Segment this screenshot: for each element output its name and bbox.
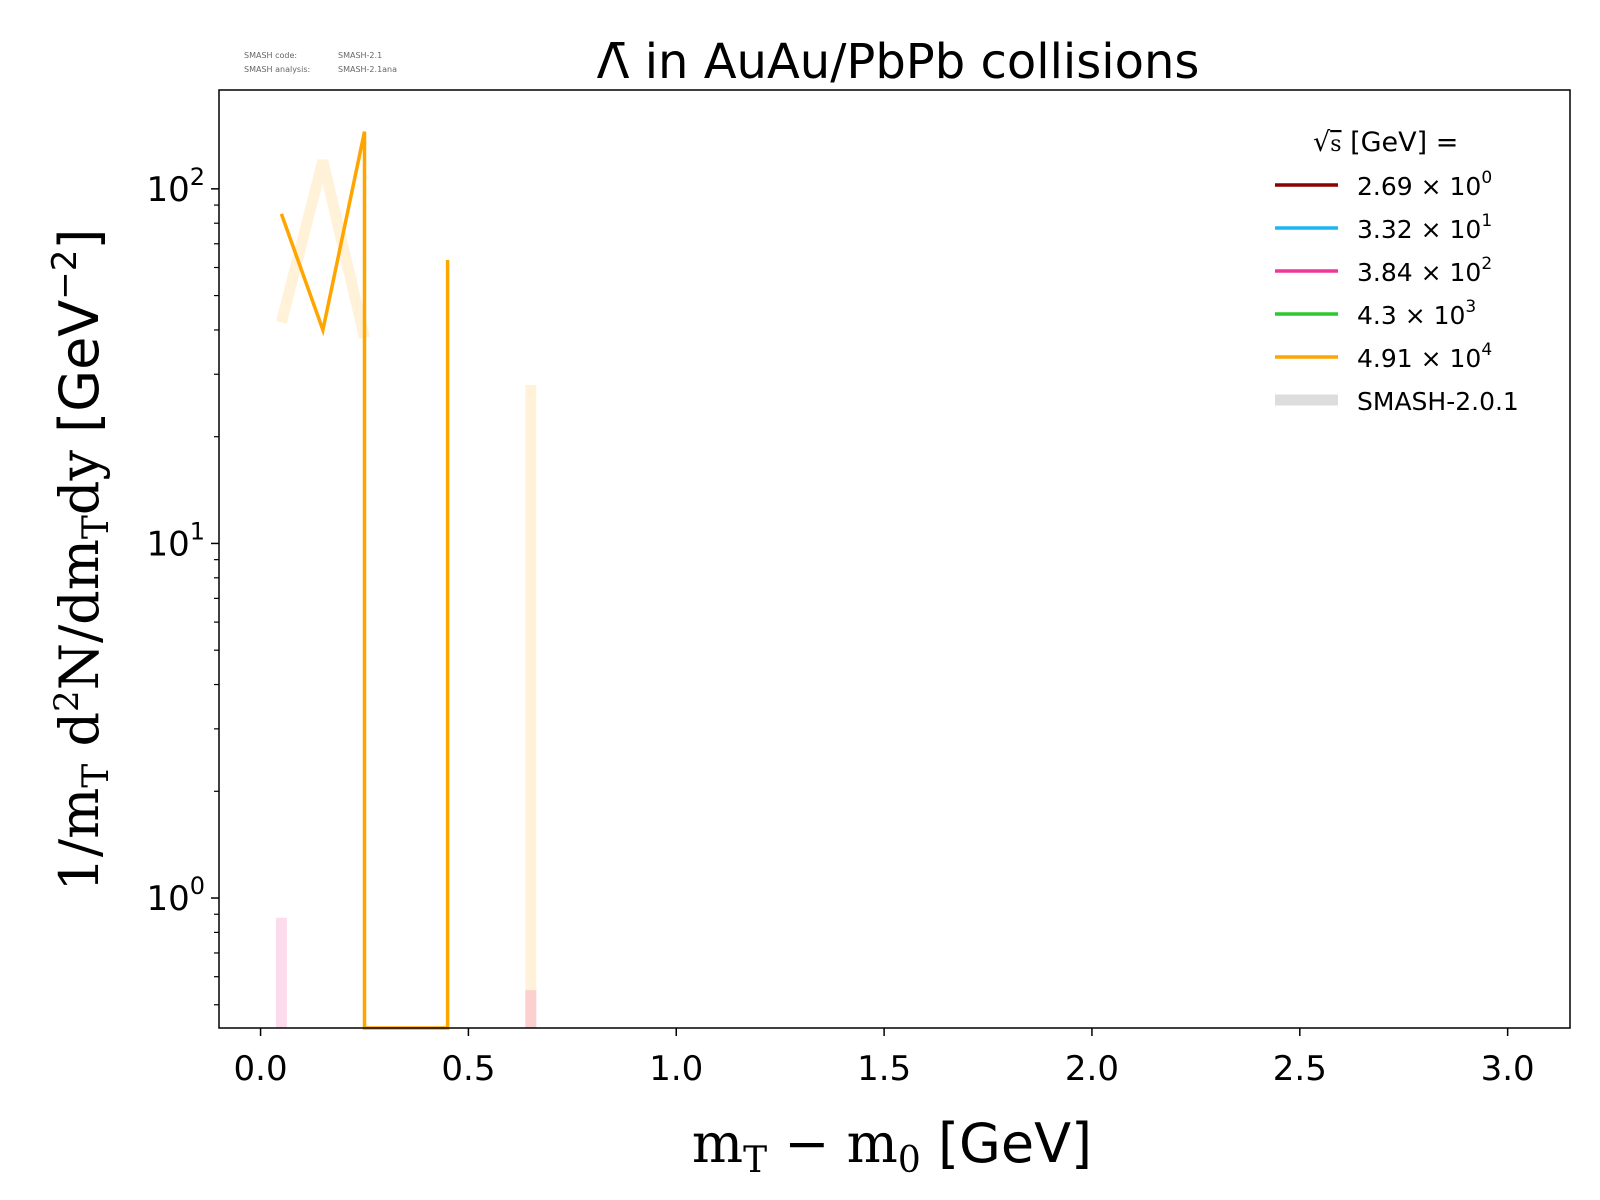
chart-title: Λ̄ in AuAu/PbPb collisions <box>597 34 1200 90</box>
legend-reference-label: SMASH-2.0.1 <box>1357 387 1519 416</box>
plot-frame <box>218 89 1571 1029</box>
watermark-code-value: SMASH-2.1 <box>338 51 382 60</box>
legend-label: 2.69 × 100 <box>1357 168 1492 201</box>
x-tick-label: 3.0 <box>1481 1049 1535 1089</box>
legend-label: 3.84 × 102 <box>1357 254 1492 287</box>
series-line-0 <box>279 131 450 1030</box>
x-axis-label: mT − m0 [GeV] <box>692 1112 1092 1181</box>
x-tick-label: 2.0 <box>1065 1049 1119 1089</box>
x-tick-label: 2.5 <box>1273 1049 1327 1089</box>
x-tick-label: 0.0 <box>234 1049 288 1089</box>
y-tick-label: 100 <box>146 872 205 919</box>
legend-label: 3.32 × 101 <box>1357 211 1492 244</box>
plot-reference-layer <box>275 159 537 1028</box>
x-tick-label: 1.0 <box>649 1049 703 1089</box>
legend-label: 4.91 × 104 <box>1357 340 1492 373</box>
smash-watermark: SMASH code: SMASH-2.1 SMASH analysis: SM… <box>244 51 397 74</box>
y-axis: 100 101 102 <box>146 163 219 1006</box>
watermark-code-label: SMASH code: <box>244 51 297 60</box>
plot-series-layer <box>279 131 450 1030</box>
legend-title: √s [GeV] = <box>1313 127 1458 158</box>
legend: √s [GeV] = 2.69 × 100 3.32 × 101 3.84 × 10… <box>1275 127 1519 416</box>
y-tick-label: 101 <box>146 517 205 564</box>
watermark-analysis-label: SMASH analysis: <box>244 65 310 74</box>
x-tick-label: 1.5 <box>857 1049 911 1089</box>
watermark-analysis-value: SMASH-2.1ana <box>338 65 397 74</box>
y-axis-label: 1/mT d2N/dmTdy [GeV−2] <box>45 229 117 892</box>
y-tick-label: 102 <box>146 163 205 210</box>
x-axis: 0.0 0.5 1.0 1.5 2.0 2.5 3.0 <box>234 1028 1535 1089</box>
reference-series-0 <box>276 159 370 340</box>
legend-label: 4.3 × 103 <box>1357 297 1476 330</box>
x-tick-label: 0.5 <box>441 1049 495 1089</box>
